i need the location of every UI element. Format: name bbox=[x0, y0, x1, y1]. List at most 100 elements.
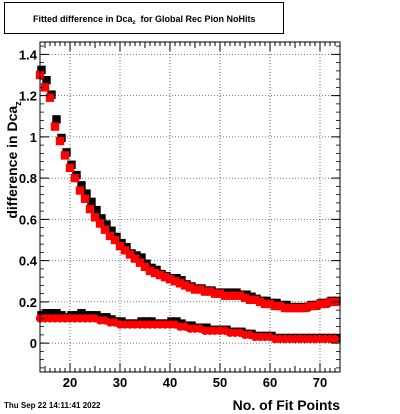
data-point bbox=[265, 299, 275, 309]
data-point bbox=[220, 291, 230, 300]
data-point bbox=[145, 266, 155, 276]
data-point bbox=[280, 303, 290, 313]
data-point bbox=[240, 293, 250, 302]
data-point bbox=[205, 287, 215, 296]
data-point bbox=[80, 194, 90, 203]
data-point bbox=[75, 186, 85, 195]
data-point bbox=[315, 299, 325, 309]
axis-labels: 20 30 40 50 60 70 0 0.2 0.4 0.6 0.8 1 1.2 1.4 No. of F… bbox=[4, 47, 340, 413]
data-point bbox=[295, 303, 305, 313]
data-point bbox=[290, 303, 300, 313]
data-point bbox=[275, 301, 285, 311]
data-point bbox=[85, 204, 95, 214]
data-point bbox=[70, 173, 80, 183]
data-point bbox=[165, 274, 175, 284]
data-point bbox=[250, 295, 260, 305]
data-point bbox=[52, 115, 61, 124]
data-point bbox=[190, 285, 200, 294]
data-point bbox=[245, 295, 255, 305]
axis-ticks bbox=[39, 42, 341, 372]
data-point bbox=[37, 65, 46, 75]
data-point bbox=[180, 281, 190, 290]
chart-title: Fitted difference in Dcaz for Global Rec… bbox=[33, 14, 256, 26]
data-point bbox=[95, 219, 105, 228]
data-point bbox=[195, 285, 205, 294]
x-tick-label: 40 bbox=[163, 375, 177, 390]
data-point bbox=[255, 297, 265, 307]
data-point bbox=[105, 231, 115, 241]
y-axis-label: difference in Dcaz bbox=[4, 101, 23, 219]
data-point bbox=[130, 254, 140, 263]
date-stamp: Thu Sep 22 14:11:41 2022 bbox=[4, 401, 101, 410]
x-tick-label: 70 bbox=[313, 375, 327, 390]
title-main: Fitted difference in Dca bbox=[33, 14, 133, 24]
data-point bbox=[92, 205, 101, 215]
data-point bbox=[87, 197, 96, 207]
data-point bbox=[100, 225, 110, 234]
data-point bbox=[45, 93, 55, 102]
data-point bbox=[225, 291, 235, 300]
data-point bbox=[170, 277, 180, 286]
data-point bbox=[97, 214, 106, 223]
x-axis-label: No. of Fit Points bbox=[233, 397, 341, 413]
data-point bbox=[215, 289, 225, 298]
data-point bbox=[300, 303, 310, 313]
data-point bbox=[110, 235, 120, 245]
data-point bbox=[125, 250, 135, 259]
data-point bbox=[285, 303, 295, 313]
title-subscript: z bbox=[132, 20, 136, 26]
data-point bbox=[325, 297, 335, 307]
data-point bbox=[55, 136, 65, 146]
data-point bbox=[135, 258, 145, 267]
y-tick-label: 0 bbox=[30, 336, 37, 351]
x-tick-label: 30 bbox=[113, 375, 127, 390]
data-point bbox=[40, 83, 50, 92]
data-point bbox=[60, 151, 70, 160]
data-point bbox=[310, 301, 320, 311]
series-3 bbox=[35, 314, 340, 344]
data-point bbox=[140, 262, 150, 272]
series-2 bbox=[35, 70, 340, 313]
data-point bbox=[175, 279, 185, 288]
data-point bbox=[82, 189, 91, 198]
data-point bbox=[65, 163, 75, 173]
data-point bbox=[260, 299, 270, 309]
data-point bbox=[42, 309, 51, 318]
y-tick-label: 1.4 bbox=[19, 47, 38, 62]
y-tick-label: 1.2 bbox=[19, 89, 37, 104]
data-point bbox=[77, 309, 86, 318]
data-point bbox=[47, 309, 56, 318]
data-point bbox=[185, 283, 195, 292]
data-point bbox=[160, 272, 170, 282]
data-point bbox=[330, 334, 340, 344]
y-tick-label: 1 bbox=[30, 130, 37, 145]
title-box: Fitted difference in Dcaz for Global Rec… bbox=[4, 2, 284, 34]
y-tick-label: 0.4 bbox=[19, 254, 38, 269]
data-point bbox=[42, 75, 51, 85]
series-markers bbox=[35, 65, 341, 344]
data-point bbox=[102, 220, 111, 229]
data-point bbox=[210, 289, 220, 298]
data-point bbox=[320, 299, 330, 309]
x-tick-label: 50 bbox=[213, 375, 227, 390]
data-point bbox=[107, 226, 116, 235]
y-tick-label: 0.8 bbox=[19, 171, 37, 186]
data-point bbox=[50, 122, 60, 131]
data-point bbox=[155, 270, 165, 280]
y-axis-label-main: difference in Dca bbox=[4, 106, 20, 219]
x-tick-label: 60 bbox=[263, 375, 277, 390]
y-axis-label-sub: z bbox=[13, 101, 23, 106]
data-point bbox=[137, 253, 146, 262]
data-point bbox=[77, 181, 86, 190]
title-rest: for Global Rec Pion NoHits bbox=[140, 14, 256, 24]
data-point bbox=[200, 287, 210, 296]
data-point bbox=[52, 309, 61, 318]
data-point bbox=[305, 301, 315, 311]
data-point bbox=[270, 301, 280, 311]
data-point bbox=[115, 241, 125, 251]
data-point bbox=[235, 291, 245, 300]
data-point bbox=[90, 213, 100, 222]
data-point bbox=[230, 291, 240, 300]
y-tick-label: 0.2 bbox=[19, 295, 37, 310]
